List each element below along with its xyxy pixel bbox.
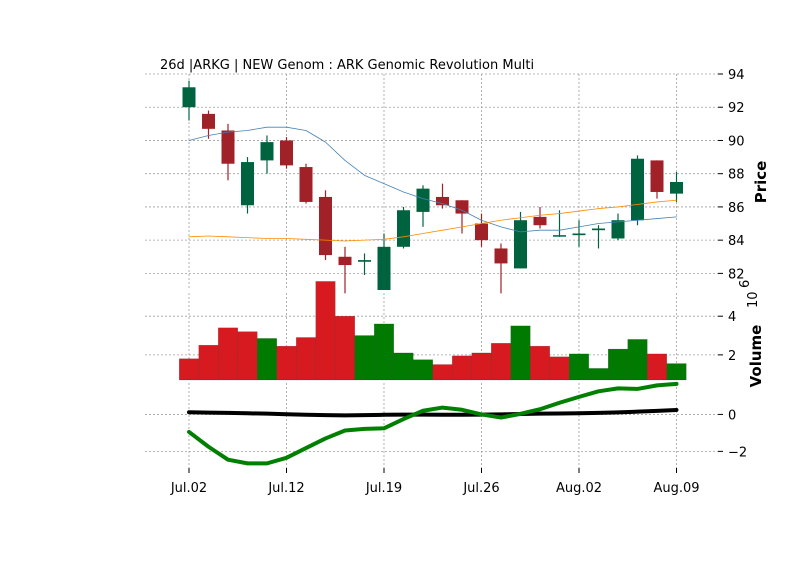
- price-tick-label: 84: [728, 234, 745, 249]
- price-axis-label: Price: [752, 161, 770, 204]
- price-panel: [182, 80, 683, 294]
- candle-body: [416, 188, 430, 212]
- price-tick-label: 86: [728, 201, 745, 216]
- candle-body: [436, 196, 449, 206]
- axes: Price Volume 10 6 Jul.02 Jul.12 Jul.19 Jul.…: [170, 68, 770, 496]
- x-tick-label: Aug.09: [653, 481, 699, 496]
- volume-bar: [237, 331, 258, 381]
- volume-bar: [276, 345, 297, 381]
- candle-body: [533, 216, 547, 226]
- candle-body: [670, 182, 683, 194]
- ma-slow-line: [188, 199, 677, 242]
- candle-body: [260, 142, 274, 161]
- volume-scale-label: 10 6: [738, 280, 761, 308]
- price-tick-label: 88: [728, 168, 745, 183]
- candle-body: [182, 87, 196, 108]
- volume-bar: [549, 356, 570, 381]
- oscillator-panel: [187, 381, 679, 466]
- candle-body: [650, 160, 664, 192]
- x-tick-label: Jul.26: [462, 481, 499, 496]
- candle-body: [377, 246, 391, 290]
- candle-body: [572, 233, 586, 236]
- volume-scale-exponent: 6: [738, 280, 753, 288]
- volume-tick-label: 2: [728, 349, 736, 364]
- volume-bar: [257, 338, 277, 381]
- volume-bar: [530, 345, 550, 381]
- x-tick-label: Jul.12: [267, 481, 304, 496]
- volume-bar: [393, 352, 414, 381]
- volume-bar: [432, 364, 453, 381]
- volume-bar: [510, 325, 531, 381]
- volume-bar: [413, 359, 433, 381]
- volume-bar: [354, 335, 375, 381]
- candle-body: [358, 260, 371, 262]
- candle-body: [299, 167, 313, 202]
- volume-bar: [218, 327, 238, 381]
- osc-signal-line: [187, 407, 679, 418]
- candle-body: [553, 235, 566, 237]
- volume-bar: [335, 315, 355, 381]
- volume-tick-label: 4: [728, 310, 736, 325]
- candle-body: [397, 210, 410, 247]
- volume-bar: [452, 355, 472, 381]
- volume-bar: [491, 343, 511, 381]
- candle-body: [592, 228, 605, 231]
- volume-bar: [179, 358, 199, 381]
- volume-bar: [296, 337, 316, 381]
- price-tick-label: 90: [728, 134, 745, 149]
- x-tick-label: Aug.02: [556, 481, 602, 496]
- volume-bar: [315, 281, 336, 381]
- candle-body: [611, 220, 625, 239]
- osc-tick-label: −2: [728, 445, 747, 460]
- volume-bar: [471, 352, 492, 381]
- volume-scale-base: 10: [746, 291, 761, 308]
- candle-body: [514, 220, 527, 269]
- volume-bar: [666, 363, 687, 381]
- volume-axis-label: Volume: [747, 325, 765, 388]
- price-tick-label: 82: [728, 267, 745, 282]
- volume-bar: [198, 344, 219, 381]
- candle-body: [241, 162, 254, 206]
- volume-bar: [608, 348, 628, 381]
- osc-macd-line: [187, 381, 679, 466]
- x-tick-label: Jul.02: [170, 481, 207, 496]
- candle-body: [202, 113, 215, 129]
- candle-body: [221, 130, 235, 164]
- candle-body: [475, 223, 488, 241]
- chart-title: 26d |ARKG | NEW Genom : ARK Genomic Revo…: [160, 58, 534, 73]
- candle-body: [280, 140, 293, 166]
- volume-panel: [179, 281, 687, 381]
- price-tick-label: 94: [728, 68, 745, 83]
- candle-body: [631, 158, 644, 221]
- candle-body: [319, 196, 332, 256]
- candle-body: [455, 200, 469, 214]
- ma-fast-line: [188, 126, 677, 233]
- volume-bar: [374, 323, 394, 381]
- candle-body: [494, 248, 508, 264]
- volume-bar: [647, 353, 667, 381]
- osc-tick-label: 0: [728, 408, 736, 423]
- price-tick-label: 92: [728, 101, 745, 116]
- x-tick-label: Jul.19: [365, 481, 402, 496]
- candle-body: [338, 256, 352, 266]
- volume-bar: [588, 368, 609, 381]
- volume-bar: [627, 339, 648, 381]
- volume-bar: [569, 353, 589, 381]
